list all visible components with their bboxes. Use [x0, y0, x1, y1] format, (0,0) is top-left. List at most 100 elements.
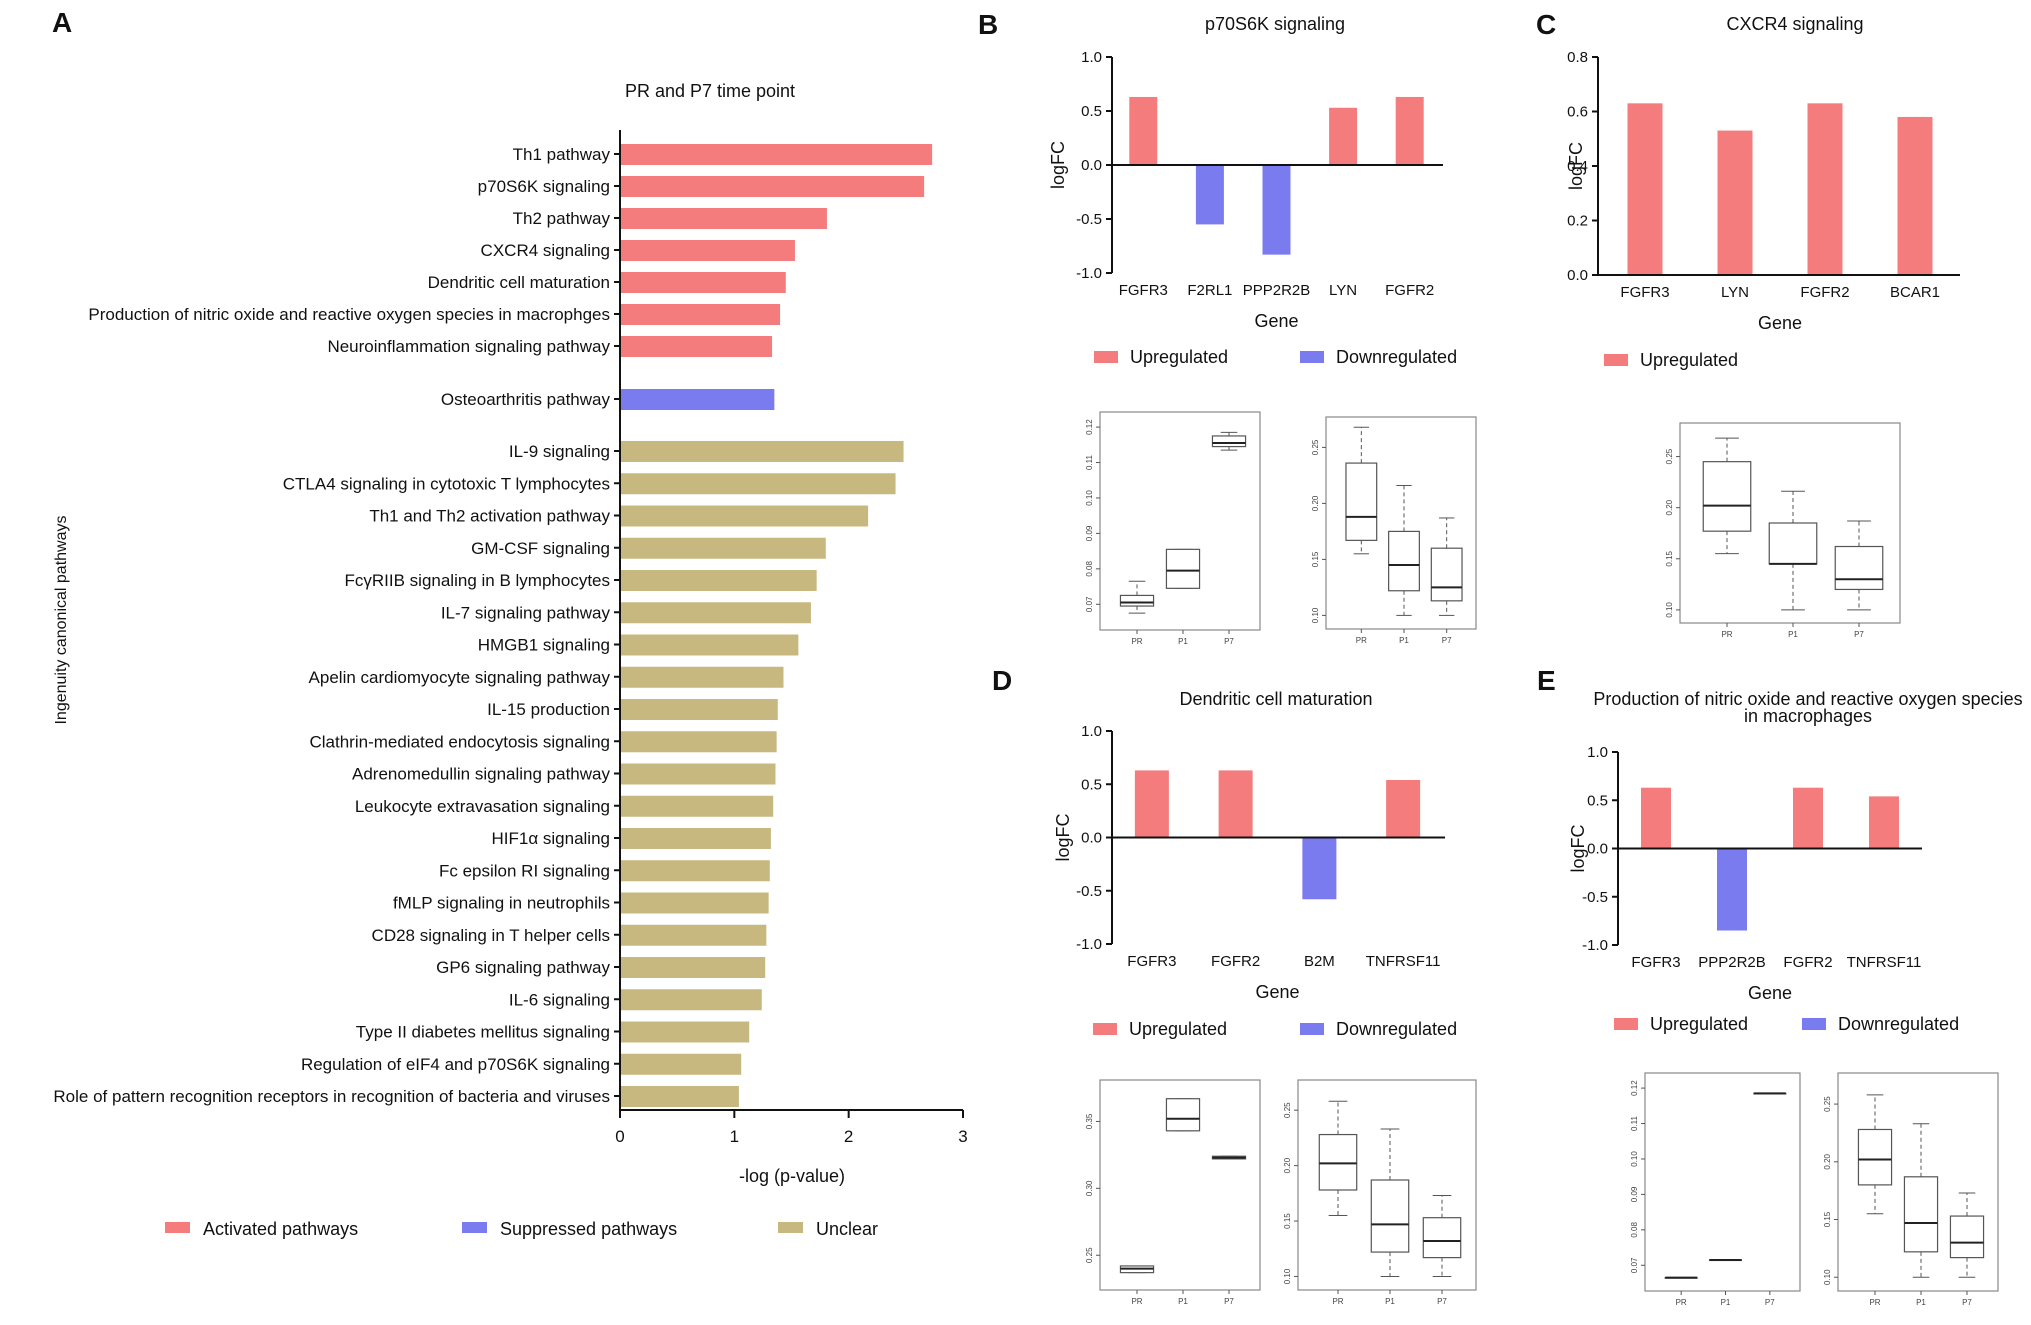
y-tick-label-C-4: 0.0: [1567, 267, 1588, 284]
boxplot-group-label-C1-0: PR: [1721, 630, 1732, 639]
x-axis-title-B: Gene: [1254, 311, 1298, 331]
box-D2-0: [1318, 1133, 1358, 1191]
gene-label-E-1: PPP2R2B: [1698, 954, 1766, 971]
bar-a-21: [620, 860, 770, 882]
category-label-a-18: Adrenomedullin signaling pathway: [352, 765, 610, 784]
category-label-a-14: HMGB1 signaling: [478, 636, 610, 655]
category-label-a-21: Fc epsilon RI signaling: [439, 861, 610, 880]
cxcr4-logfc-chart: CXCR4 signaling FGFR3 LYN FGFR2 BCAR1 0.8 0.6 0…: [1566, 14, 1960, 370]
legend-label-E-1: Downregulated: [1838, 1014, 1959, 1034]
legend-label-D-0: Upregulated: [1129, 1019, 1227, 1039]
legend-swatch-B-1: [1300, 351, 1324, 363]
gene-label-C-1: LYN: [1721, 284, 1749, 301]
gene-label-B-1: F2RL1: [1187, 282, 1232, 299]
gene-label-B-0: FGFR3: [1119, 282, 1168, 299]
bar-C-0: [1627, 103, 1663, 275]
boxplot-ytick-label-C1-3: 0.10: [1665, 602, 1674, 618]
boxplot-group-label-B1-0: PR: [1131, 637, 1142, 646]
legend-label-a-2: Unclear: [816, 1219, 878, 1239]
chart-E-title-line2: in macrophages: [1744, 706, 1872, 726]
boxplot-ytick-label-E1-3: 0.09: [1630, 1186, 1639, 1202]
boxplot-group-label-E1-2: P7: [1765, 1298, 1775, 1307]
y-tick-label-C-3: 0.2: [1567, 213, 1588, 230]
box-E2-2: [1949, 1215, 1985, 1259]
box-C1-2: [1834, 545, 1884, 591]
category-label-a-13: IL-7 signaling pathway: [441, 603, 611, 622]
boxplot-ytick-label-B1-0: 0.12: [1085, 419, 1094, 435]
y-axis-title-D: logFC: [1053, 813, 1073, 861]
legend-swatch-C-0: [1604, 354, 1628, 366]
box-B1-1: [1165, 548, 1201, 589]
box-C1-1: [1768, 522, 1818, 565]
boxplot-ytick-label-E1-1: 0.11: [1630, 1115, 1639, 1131]
boxplot-group-label-D2-0: PR: [1332, 1297, 1343, 1306]
bar-a-3: [620, 240, 795, 261]
bar-a-18: [620, 763, 776, 785]
boxplot-group-label-D1-0: PR: [1131, 1297, 1142, 1306]
chart-C-title: CXCR4 signaling: [1726, 14, 1863, 34]
boxplot-group-label-B1-1: P1: [1178, 637, 1188, 646]
category-label-a-23: CD28 signaling in T helper cells: [372, 926, 610, 945]
boxplot-group-label-E1-1: P1: [1721, 1298, 1731, 1307]
boxplot-group-label-E2-0: PR: [1869, 1298, 1880, 1307]
bar-a-5: [620, 304, 781, 325]
bar-D-1: [1218, 770, 1253, 838]
boxplot-ytick-label-B2-1: 0.20: [1311, 495, 1320, 511]
bar-B-3: [1329, 107, 1358, 165]
legend-swatch-B-0: [1094, 351, 1118, 363]
x-axis-title-C: Gene: [1758, 313, 1802, 333]
y-tick-label-B-2: 0.0: [1081, 157, 1102, 174]
x-tick-label-a-3: 3: [958, 1127, 967, 1146]
gene-label-D-2: B2M: [1304, 953, 1335, 970]
box-B2-2: [1430, 547, 1463, 602]
legend-label-D-1: Downregulated: [1336, 1019, 1457, 1039]
y-axis-title-a: Ingenuity canonical pathways: [53, 515, 70, 724]
nitric-oxide-logfc-chart: Production of nitric oxide and reactive …: [1568, 689, 2023, 1034]
boxplot-ytick-label-E1-5: 0.07: [1630, 1257, 1639, 1273]
panel-label-d: D: [992, 665, 1012, 696]
bar-E-2: [1793, 787, 1823, 849]
boxplot-frame-B1: [1099, 411, 1261, 631]
boxplot-ytick-label-B1-1: 0.11: [1085, 454, 1094, 470]
category-label-a-3: CXCR4 signaling: [481, 241, 610, 260]
bar-a-20: [620, 828, 771, 849]
category-label-a-26: Type II diabetes mellitus signaling: [356, 1023, 610, 1042]
bar-B-4: [1395, 96, 1424, 165]
y-tick-label-C-0: 0.8: [1567, 49, 1588, 66]
box-E2-0: [1857, 1128, 1893, 1186]
boxplot-ytick-label-C1-2: 0.15: [1665, 550, 1674, 566]
y-tick-label-C-1: 0.6: [1567, 104, 1588, 121]
boxplot-group-label-E2-2: P7: [1962, 1298, 1972, 1307]
gene-label-E-3: TNFRSF11: [1847, 954, 1922, 971]
gene-label-C-3: BCAR1: [1890, 284, 1940, 301]
category-label-a-24: GP6 signaling pathway: [436, 958, 610, 977]
legend-label-C-0: Upregulated: [1640, 350, 1738, 370]
category-label-a-0: Th1 pathway: [513, 145, 611, 164]
y-tick-label-E-4: -1.0: [1582, 937, 1608, 954]
category-label-a-15: Apelin cardiomyocyte signaling pathway: [309, 668, 611, 687]
chart-a-title: PR and P7 time point: [625, 81, 795, 101]
box-D1-1: [1165, 1098, 1201, 1132]
bar-a-17: [620, 731, 777, 753]
boxplot-ytick-label-B1-2: 0.10: [1085, 490, 1094, 506]
chart-B-title: p70S6K signaling: [1205, 14, 1345, 34]
y-tick-label-E-1: 0.5: [1587, 792, 1608, 809]
legend-label-a-0: Activated pathways: [203, 1219, 358, 1239]
box-B1-2: [1211, 435, 1247, 448]
boxplot-ytick-label-D2-3: 0.10: [1283, 1268, 1292, 1284]
x-axis-title-D: Gene: [1255, 982, 1299, 1002]
category-label-a-10: Th1 and Th2 activation pathway: [369, 507, 610, 526]
category-label-a-17: Clathrin-mediated endocytosis signaling: [310, 732, 611, 751]
boxplot-ytick-label-E2-0: 0.25: [1823, 1096, 1832, 1112]
boxplot-ytick-label-E1-2: 0.10: [1630, 1151, 1639, 1167]
legend-swatch-E-1: [1802, 1018, 1826, 1030]
gene-label-C-2: FGFR2: [1800, 284, 1849, 301]
category-label-a-11: GM-CSF signaling: [471, 539, 610, 558]
boxplot-ytick-label-D2-1: 0.20: [1283, 1157, 1292, 1173]
bar-D-3: [1386, 779, 1421, 838]
x-tick-label-a-0: 0: [615, 1127, 624, 1146]
legend-swatch-a-1: [462, 1222, 487, 1233]
boxplot-group-label-C1-1: P1: [1788, 630, 1798, 639]
bar-a-19: [620, 795, 774, 817]
bar-E-1: [1717, 848, 1747, 931]
